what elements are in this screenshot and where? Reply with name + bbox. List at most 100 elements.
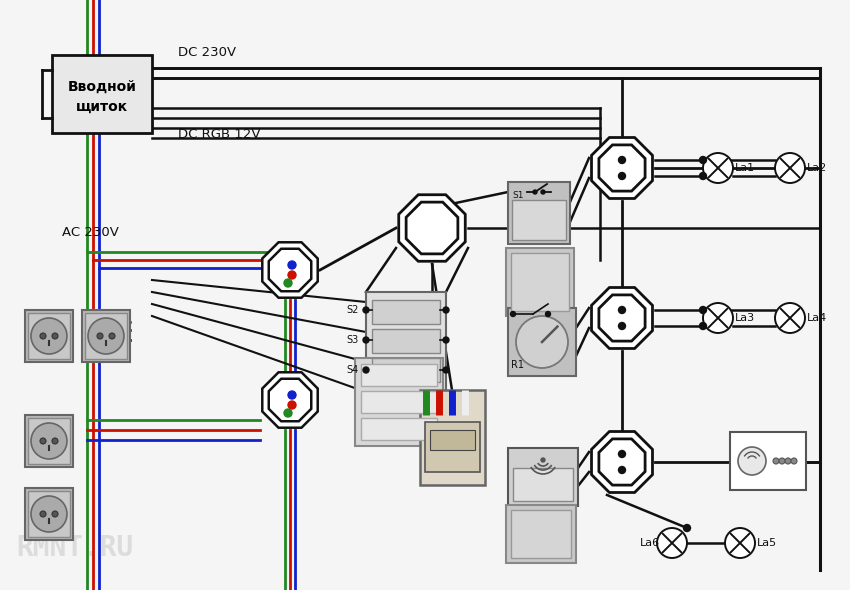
FancyBboxPatch shape — [508, 308, 576, 376]
FancyBboxPatch shape — [420, 390, 485, 485]
Text: S2: S2 — [346, 305, 359, 315]
Circle shape — [443, 367, 449, 373]
Polygon shape — [399, 195, 465, 261]
Text: Вводной: Вводной — [67, 80, 137, 94]
Circle shape — [443, 307, 449, 313]
Circle shape — [619, 172, 626, 179]
Text: R1: R1 — [511, 360, 524, 370]
Text: щиток: щиток — [76, 100, 128, 114]
Circle shape — [779, 458, 785, 464]
Circle shape — [516, 316, 568, 368]
Circle shape — [40, 438, 46, 444]
Circle shape — [52, 511, 58, 517]
Text: DC RGB 12V: DC RGB 12V — [178, 129, 260, 142]
Circle shape — [288, 401, 296, 409]
FancyBboxPatch shape — [85, 313, 127, 359]
FancyBboxPatch shape — [25, 488, 73, 540]
Text: S3: S3 — [346, 335, 358, 345]
Circle shape — [619, 306, 626, 313]
FancyBboxPatch shape — [511, 253, 569, 311]
FancyBboxPatch shape — [512, 200, 566, 240]
Circle shape — [775, 303, 805, 333]
Circle shape — [288, 391, 296, 399]
Polygon shape — [592, 287, 653, 349]
Circle shape — [791, 458, 797, 464]
Circle shape — [363, 337, 369, 343]
Circle shape — [657, 528, 687, 558]
Circle shape — [109, 333, 115, 339]
Circle shape — [619, 451, 626, 457]
FancyBboxPatch shape — [506, 505, 576, 563]
Text: AC 230V: AC 230V — [62, 225, 119, 238]
FancyBboxPatch shape — [28, 418, 70, 464]
Circle shape — [700, 306, 706, 313]
FancyBboxPatch shape — [372, 329, 440, 353]
Text: La5: La5 — [757, 538, 777, 548]
Circle shape — [773, 458, 779, 464]
Circle shape — [700, 323, 706, 329]
FancyBboxPatch shape — [425, 422, 480, 472]
Circle shape — [31, 318, 67, 354]
Circle shape — [785, 458, 791, 464]
Circle shape — [97, 333, 103, 339]
Circle shape — [775, 153, 805, 183]
Circle shape — [284, 409, 292, 417]
Text: La6: La6 — [640, 538, 660, 548]
FancyBboxPatch shape — [82, 310, 130, 362]
Text: S1: S1 — [512, 192, 524, 201]
Circle shape — [703, 303, 733, 333]
FancyBboxPatch shape — [372, 300, 440, 324]
FancyBboxPatch shape — [28, 313, 70, 359]
Text: S4: S4 — [346, 365, 358, 375]
FancyBboxPatch shape — [25, 310, 73, 362]
Circle shape — [52, 333, 58, 339]
FancyBboxPatch shape — [430, 430, 475, 450]
Circle shape — [31, 423, 67, 459]
Circle shape — [443, 337, 449, 343]
Text: La1: La1 — [735, 163, 755, 173]
FancyBboxPatch shape — [361, 364, 437, 386]
Polygon shape — [592, 431, 653, 493]
Circle shape — [619, 323, 626, 329]
Circle shape — [40, 333, 46, 339]
Text: RMNT.RU: RMNT.RU — [16, 534, 133, 562]
Circle shape — [541, 458, 545, 462]
Circle shape — [703, 153, 733, 183]
FancyBboxPatch shape — [730, 432, 806, 490]
Circle shape — [700, 172, 706, 179]
FancyBboxPatch shape — [513, 468, 573, 501]
FancyBboxPatch shape — [508, 182, 570, 244]
Text: DC 230V: DC 230V — [178, 45, 236, 58]
Circle shape — [363, 367, 369, 373]
Polygon shape — [263, 372, 318, 428]
FancyBboxPatch shape — [506, 248, 574, 316]
Circle shape — [725, 528, 755, 558]
Circle shape — [288, 261, 296, 269]
Circle shape — [619, 467, 626, 474]
Polygon shape — [592, 137, 653, 198]
Circle shape — [31, 496, 67, 532]
Circle shape — [700, 156, 706, 163]
Circle shape — [533, 190, 537, 194]
Circle shape — [284, 279, 292, 287]
FancyBboxPatch shape — [366, 292, 446, 392]
FancyBboxPatch shape — [511, 510, 571, 558]
Polygon shape — [263, 242, 318, 298]
Circle shape — [738, 447, 766, 475]
FancyBboxPatch shape — [52, 55, 152, 133]
Text: La2: La2 — [807, 163, 827, 173]
Text: La3: La3 — [735, 313, 755, 323]
FancyBboxPatch shape — [355, 358, 443, 446]
FancyBboxPatch shape — [372, 358, 440, 382]
Circle shape — [363, 307, 369, 313]
Circle shape — [619, 156, 626, 163]
Circle shape — [541, 190, 545, 194]
Circle shape — [546, 312, 551, 316]
Circle shape — [40, 511, 46, 517]
Circle shape — [288, 271, 296, 279]
FancyBboxPatch shape — [25, 415, 73, 467]
Text: La4: La4 — [807, 313, 827, 323]
FancyBboxPatch shape — [361, 418, 437, 440]
Circle shape — [511, 312, 515, 316]
Circle shape — [52, 438, 58, 444]
